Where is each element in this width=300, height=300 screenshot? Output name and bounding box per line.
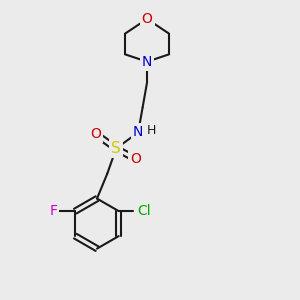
Text: Cl: Cl <box>137 204 151 218</box>
Text: O: O <box>90 127 101 141</box>
Text: H: H <box>147 124 156 137</box>
Text: O: O <box>130 152 141 166</box>
Text: F: F <box>49 204 57 218</box>
Text: O: O <box>142 12 152 26</box>
Text: N: N <box>142 55 152 69</box>
Text: S: S <box>111 141 121 156</box>
Text: N: N <box>133 125 143 139</box>
